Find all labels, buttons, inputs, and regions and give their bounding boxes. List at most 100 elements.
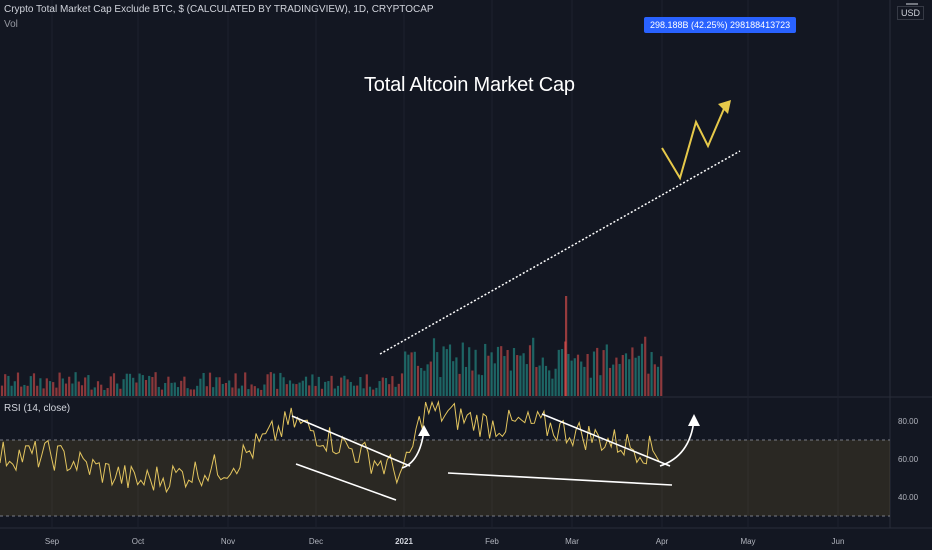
volume-bar	[349, 381, 352, 396]
volume-bar	[384, 378, 388, 396]
volume-bar	[388, 384, 391, 396]
volume-bar	[125, 373, 128, 396]
volume-bar	[13, 381, 16, 396]
volume-bar	[391, 376, 394, 396]
volume-bar	[471, 370, 474, 396]
volume-bar	[458, 373, 461, 396]
volume-bar	[141, 375, 144, 396]
volume-bar	[87, 375, 90, 396]
volume-bar	[16, 372, 20, 396]
volume-bar	[464, 366, 468, 396]
volume-label: Vol	[4, 19, 18, 30]
annotation-text: Total Altcoin Market Cap	[364, 74, 575, 96]
volume-bar	[631, 347, 634, 396]
volume-bar	[522, 353, 525, 396]
volume-bar	[429, 361, 432, 396]
volume-bar	[288, 380, 292, 396]
volume-bar	[532, 337, 535, 396]
volume-bar	[292, 383, 295, 396]
volume-bar	[167, 376, 170, 396]
volume-bar	[381, 377, 384, 396]
volume-bar	[202, 372, 205, 396]
volume-bar	[477, 374, 480, 396]
volume-bar	[144, 380, 148, 396]
volume-bar	[445, 349, 448, 396]
volume-bar	[192, 389, 196, 396]
volume-bar	[580, 361, 583, 396]
volume-bar	[77, 381, 80, 396]
volume-bar	[644, 336, 647, 396]
volume-bar	[490, 352, 493, 396]
volume-bar	[541, 357, 544, 396]
volume-bar	[260, 389, 263, 396]
volume-bar	[106, 388, 109, 396]
volume-bar	[253, 386, 256, 396]
volume-bar	[548, 370, 551, 396]
volume-bar	[410, 352, 413, 396]
volume-bar	[634, 357, 637, 396]
volume-bar	[365, 374, 368, 396]
volume-bar	[247, 389, 250, 396]
volume-bar	[180, 380, 183, 396]
volume-bar	[164, 382, 167, 396]
volume-bar	[279, 372, 282, 396]
volume-bar	[506, 350, 509, 396]
volume-bar	[503, 356, 506, 396]
volume-bar	[119, 388, 122, 396]
volume-bar	[356, 385, 359, 396]
volume-bar	[52, 382, 55, 396]
volume-bar	[640, 343, 644, 396]
volume-bar	[122, 379, 125, 396]
volume-bar	[608, 367, 612, 396]
projection-arrowhead	[718, 100, 731, 114]
volume-bar	[615, 357, 618, 396]
volume-bar	[276, 388, 279, 396]
volume-bar	[272, 373, 276, 396]
volume-bar	[484, 343, 487, 396]
volume-bar	[452, 361, 455, 396]
volume-bar	[96, 381, 100, 396]
volume-bar	[10, 385, 13, 396]
volume-bar	[7, 375, 10, 396]
volume-bar	[212, 387, 215, 396]
volume-bar	[32, 373, 36, 396]
volume-bar	[138, 373, 141, 396]
volume-bar	[320, 388, 324, 396]
volume-bar	[151, 377, 154, 396]
volume-bar	[154, 372, 157, 396]
volume-bar	[362, 388, 365, 396]
volume-bar	[269, 372, 272, 396]
volume-bar	[461, 342, 464, 396]
volume-bar	[624, 353, 628, 396]
time-tick-label: Apr	[656, 537, 669, 546]
volume-bar	[71, 383, 74, 396]
volume-bar	[330, 375, 333, 396]
volume-bar	[199, 378, 202, 396]
volume-bar	[621, 355, 624, 396]
volume-bar	[420, 367, 423, 396]
volume-bar	[426, 364, 429, 396]
volume-bar	[378, 381, 381, 396]
volume-bar	[592, 351, 596, 396]
time-tick-label: Oct	[132, 537, 145, 546]
volume-bar	[55, 387, 58, 396]
volume-bar	[218, 377, 221, 396]
volume-bar	[80, 385, 84, 396]
volume-bar	[48, 381, 52, 396]
volume-bar	[282, 377, 285, 396]
volume-bar	[519, 355, 522, 396]
volume-bar	[4, 374, 7, 396]
volume-bar	[525, 364, 528, 396]
volume-bar	[266, 374, 269, 396]
volume-bar	[244, 372, 247, 396]
rsi-tick-label: 60.00	[898, 455, 919, 464]
volume-bar	[324, 381, 327, 396]
rsi-tick-label: 80.00	[898, 417, 919, 426]
volume-bar	[400, 373, 404, 396]
currency-button[interactable]: USD	[896, 6, 924, 20]
time-tick-label: Mar	[565, 537, 579, 546]
volume-bar	[589, 377, 592, 396]
volume-bar	[128, 373, 132, 396]
measure-label: 298.188B (42.25%) 298188413723	[644, 17, 797, 33]
